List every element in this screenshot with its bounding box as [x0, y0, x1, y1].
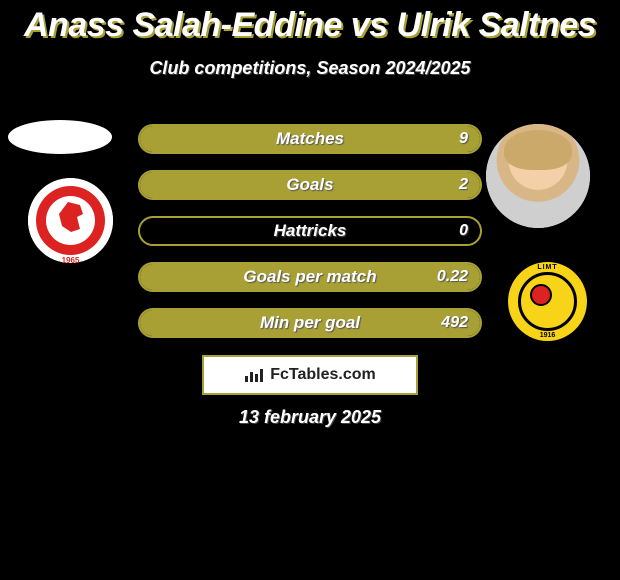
- stat-bar-label: Matches: [140, 126, 480, 152]
- sun-icon: [530, 284, 552, 306]
- player-left-portrait: [8, 120, 112, 154]
- player-right-portrait: [486, 124, 590, 228]
- page-title: Anass Salah-Eddine vs Ulrik Saltnes: [0, 6, 620, 45]
- brand-box: FcTables.com: [202, 355, 418, 395]
- stat-bar-value-right: 0.22: [437, 264, 468, 290]
- stat-bar: Matches9: [138, 124, 482, 154]
- stat-bar: Goals2: [138, 170, 482, 200]
- club-right-year: 1916: [508, 332, 587, 339]
- club-left-year: 1965: [28, 256, 113, 265]
- stat-bar-label: Min per goal: [140, 310, 480, 336]
- club-left-badge: 1965: [28, 178, 113, 263]
- stats-bars: Matches9Goals2Hattricks0Goals per match0…: [138, 124, 482, 354]
- stat-bar: Min per goal492: [138, 308, 482, 338]
- stat-bar-label: Hattricks: [140, 218, 480, 244]
- club-right-badge: LIMT 1916: [505, 259, 590, 344]
- stat-bar-value-right: 492: [441, 310, 468, 336]
- page-subtitle: Club competitions, Season 2024/2025: [0, 58, 620, 79]
- stat-bar: Hattricks0: [138, 216, 482, 246]
- stat-bar-value-right: 2: [459, 172, 468, 198]
- stat-bar-label: Goals: [140, 172, 480, 198]
- stat-bar-value-right: 0: [459, 218, 468, 244]
- stat-bar-label: Goals per match: [140, 264, 480, 290]
- date-text: 13 february 2025: [0, 407, 620, 428]
- bars-icon: [244, 367, 264, 383]
- stat-bar-value-right: 9: [459, 126, 468, 152]
- brand-text: FcTables.com: [270, 366, 376, 384]
- stat-bar: Goals per match0.22: [138, 262, 482, 292]
